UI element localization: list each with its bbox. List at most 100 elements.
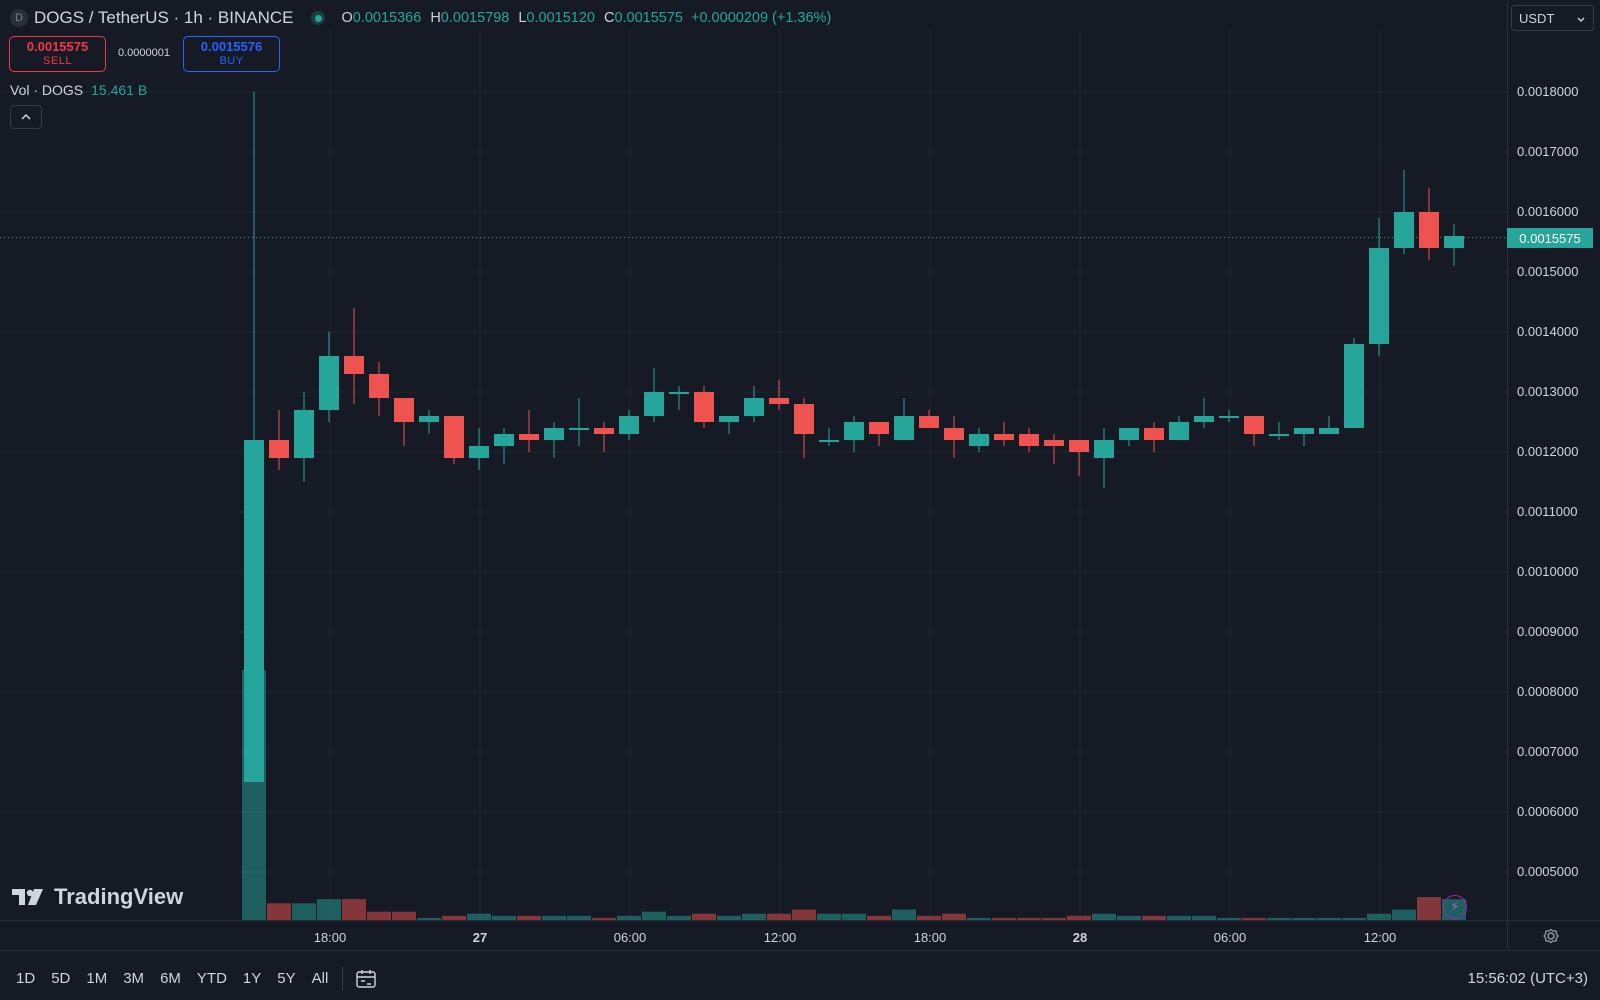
volume-bar [567, 915, 591, 920]
time-axis-label: 06:00 [613, 930, 647, 945]
candle-body [244, 440, 264, 782]
candle-body [1344, 344, 1364, 428]
price-axis-label: 0.0006000 [1517, 804, 1579, 819]
candle-body [994, 434, 1014, 440]
time-axis-label: 27 [472, 930, 488, 945]
time-axis-label: 12:00 [1363, 930, 1397, 945]
lightning-icon[interactable]: ⚡ [1443, 895, 1467, 919]
time-axis-label: 18:00 [313, 930, 347, 945]
timeframe-1m-button[interactable]: 1M [86, 970, 108, 987]
candle-body [1094, 440, 1114, 458]
volume-legend[interactable]: Vol · DOGS 15.461 B [10, 82, 147, 98]
collapse-chevron-icon[interactable] [10, 105, 42, 129]
price-axis-label: 0.0015000 [1517, 264, 1579, 279]
buy-button[interactable]: 0.0015576 BUY [183, 36, 280, 72]
price-axis-label: 0.0013000 [1517, 384, 1579, 399]
candle-body [369, 374, 389, 398]
candle-body [744, 398, 764, 416]
volume-bar [942, 913, 966, 920]
time-axis-label: 18:00 [913, 930, 947, 945]
ohlc-close-key: C [603, 10, 615, 26]
volume-bar [992, 917, 1016, 920]
price-axis-label: 0.0010000 [1517, 564, 1579, 579]
logo-text: TradingView [54, 884, 184, 909]
candle-body [1394, 212, 1414, 248]
candle-body [1144, 428, 1164, 440]
candle-body [1419, 212, 1439, 248]
ohlc-high-value: 0.0015798 [440, 10, 510, 26]
volume-bar [817, 913, 841, 920]
timeframe-1d-button[interactable]: 1D [16, 970, 36, 987]
volume-bar [667, 915, 691, 920]
candle-body [919, 416, 939, 428]
sell-button[interactable]: 0.0015575 SELL [9, 36, 106, 72]
candle-body [394, 398, 414, 422]
price-axis-label: 0.0005000 [1517, 864, 1579, 879]
volume-bar [1217, 917, 1241, 920]
volume-bar [1142, 915, 1166, 920]
price-change: +0.0000209 (+1.36%) [691, 10, 832, 26]
buy-label: BUY [219, 55, 244, 67]
price-axis-label: 0.0012000 [1517, 444, 1579, 459]
timeframe-3m-button[interactable]: 3M [123, 970, 145, 987]
volume-bar [1067, 915, 1091, 920]
candle-body [544, 428, 564, 440]
volume-bar [267, 903, 291, 920]
bottom-toolbar: 1D 5D 1M 3M 6M YTD 1Y 5Y All 15:56:02 (U… [0, 957, 1600, 1000]
volume-bar [692, 913, 716, 920]
ohlc-low-key: L [518, 10, 527, 26]
chart-grid [0, 0, 1600, 951]
timeframe-6m-button[interactable]: 6M [160, 970, 181, 987]
timeframe-5y-button[interactable]: 5Y [277, 970, 296, 987]
volume-bar [967, 917, 991, 920]
volume-bar [442, 915, 466, 920]
time-axis-label: 06:00 [1213, 930, 1247, 945]
candle-body [1169, 422, 1189, 440]
volume-bar [517, 915, 541, 920]
volume-bar [642, 911, 666, 920]
candle-body [669, 392, 689, 394]
ohlc-low-value: 0.0015120 [526, 10, 595, 26]
calendar-icon[interactable] [355, 969, 377, 989]
candle-body [1219, 416, 1239, 418]
candle-body [1319, 428, 1339, 434]
symbol-title[interactable]: DOGS / TetherUS · 1h · BINANCE [34, 8, 294, 27]
volume-bar [1392, 909, 1416, 920]
price-axis-label: 0.0009000 [1517, 624, 1579, 639]
price-axis-label: 0.0018000 [1517, 84, 1579, 99]
price-axis-label: 0.0017000 [1517, 144, 1579, 159]
timeframe-all-button[interactable]: All [311, 970, 329, 987]
volume-bar [892, 909, 916, 920]
symbol-logo-icon[interactable]: D [10, 9, 28, 27]
candle-body [969, 434, 989, 446]
candle-body [1269, 434, 1289, 436]
candle-body [769, 398, 789, 404]
candle-body [569, 428, 589, 430]
volume-bar [367, 911, 391, 920]
settings-icon[interactable] [1543, 928, 1559, 949]
candle-body [1069, 440, 1089, 452]
currency-select[interactable]: USDT [1511, 5, 1594, 31]
timeframe-1y-button[interactable]: 1Y [242, 970, 262, 987]
volume-bar [867, 915, 891, 920]
toolbar-divider [342, 966, 344, 991]
candle-body [794, 404, 814, 434]
timeframe-5d-button[interactable]: 5D [51, 970, 71, 987]
volume-value: 15.461 B [91, 82, 148, 98]
ohlc-open-key: O [341, 10, 353, 26]
last-price-tag: 0.0015575 [1507, 228, 1593, 248]
clock-timezone[interactable]: 15:56:02 (UTC+3) [1467, 970, 1588, 987]
volume-bar [417, 917, 441, 920]
tradingview-logo[interactable]: TradingView [12, 884, 183, 910]
candle-body [1369, 248, 1389, 344]
volume-bar [1167, 915, 1191, 920]
price-axis-label: 0.0007000 [1517, 744, 1579, 759]
spread-value: 0.0000001 [118, 47, 170, 59]
volume-bar [292, 903, 316, 920]
volume-bar [792, 909, 816, 920]
market-open-indicator-icon[interactable] [311, 11, 326, 25]
volume-bar [1342, 917, 1366, 920]
timeframe-ytd-button[interactable]: YTD [196, 970, 227, 987]
candle-body [1019, 434, 1039, 446]
